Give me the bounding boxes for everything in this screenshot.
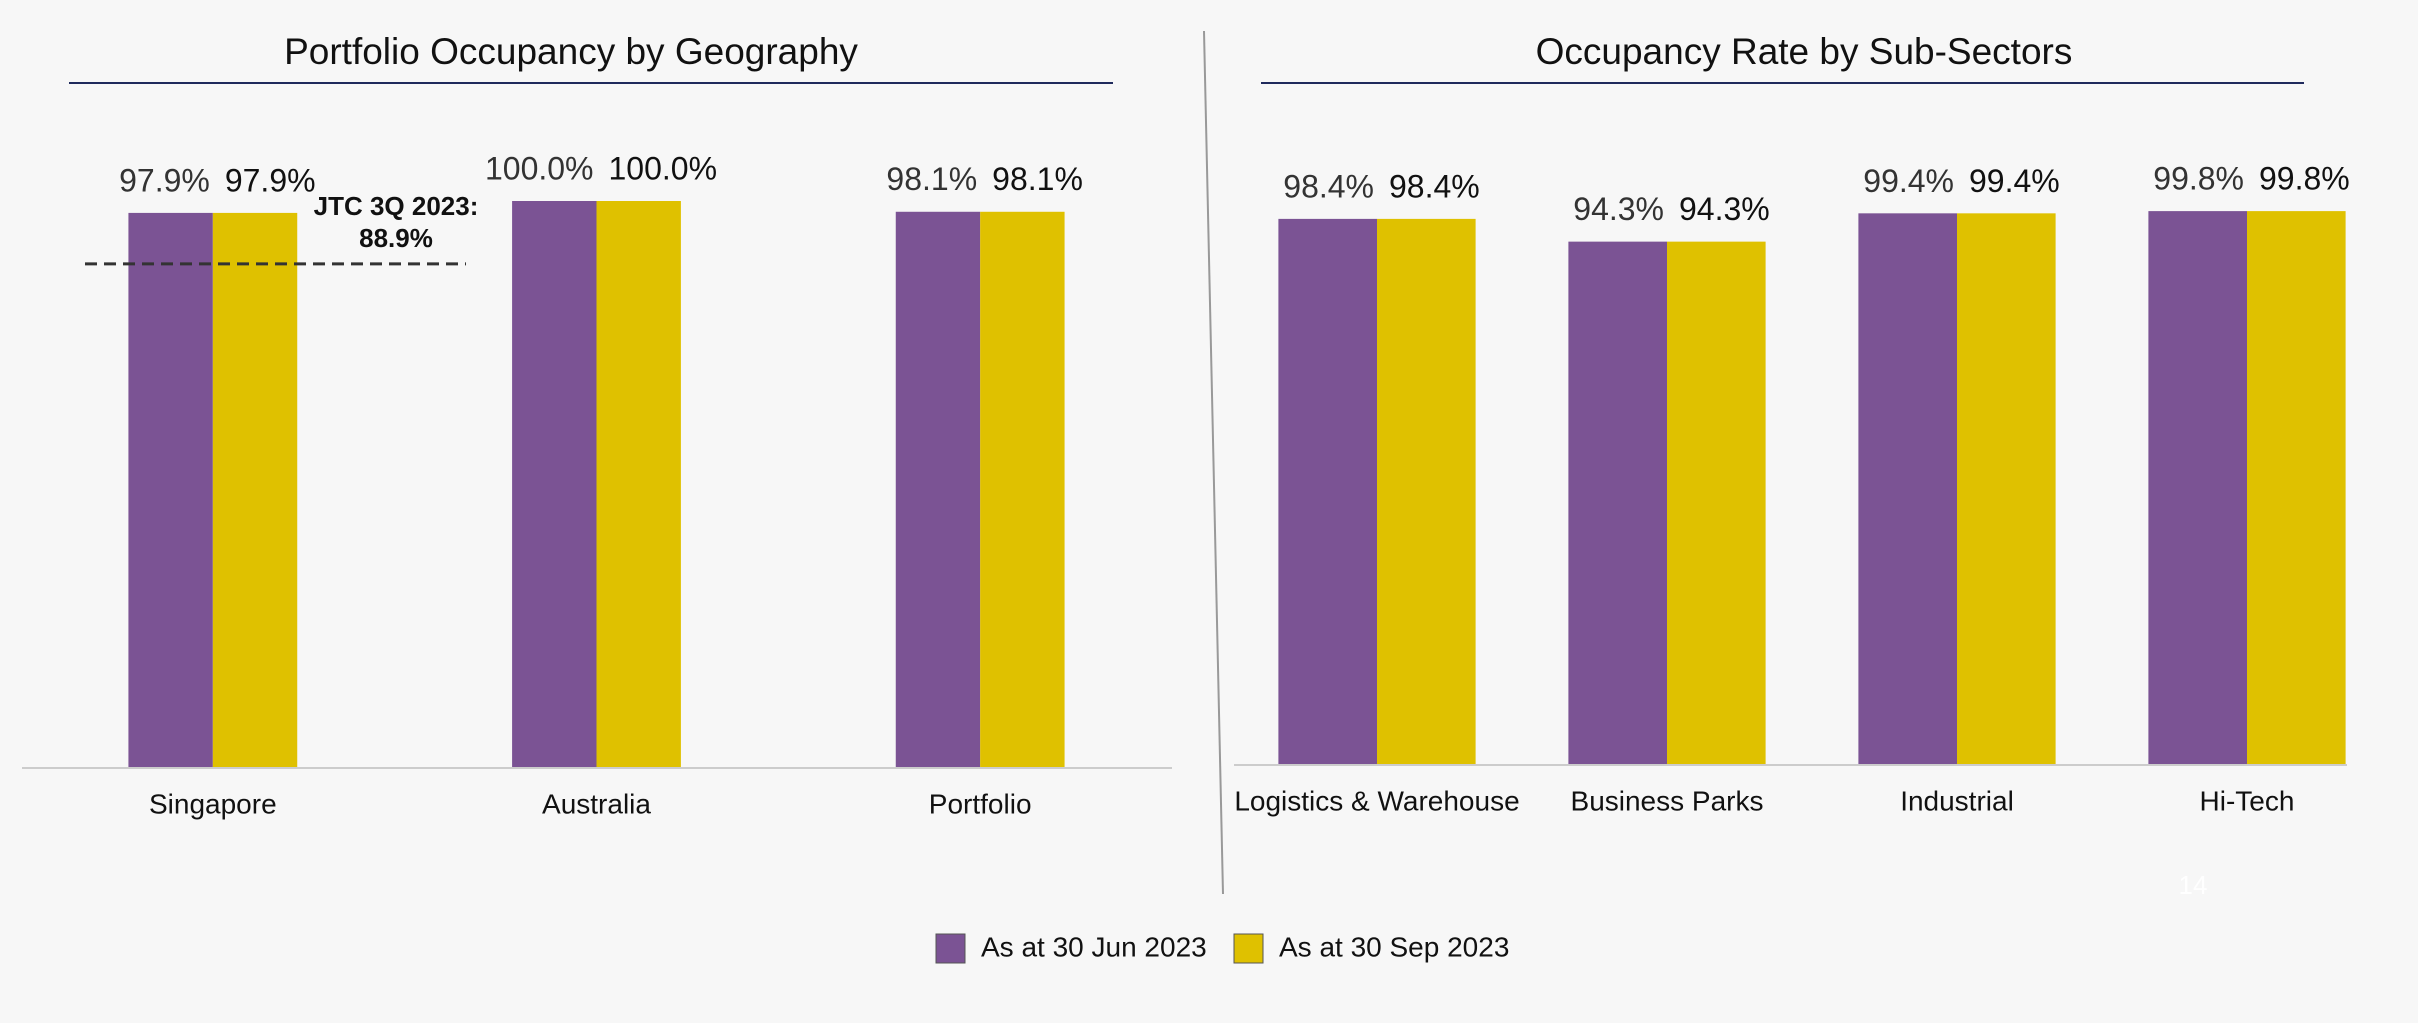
- bar: [1377, 218, 1476, 765]
- bar: [212, 212, 298, 769]
- value-label: 100.0%: [609, 150, 718, 186]
- value-label: 100.0%: [485, 150, 594, 186]
- x-tick-label: Portfolio: [929, 788, 1032, 819]
- bar: [1858, 213, 1957, 765]
- x-tick-label: Australia: [542, 788, 651, 819]
- value-label: 98.4%: [1389, 168, 1480, 204]
- bar: [980, 211, 1065, 768]
- bar: [2148, 211, 2247, 766]
- bar: [1957, 213, 2056, 765]
- x-tick-label: Singapore: [149, 788, 277, 819]
- legend-swatch: [1233, 933, 1264, 964]
- legend-label: As at 30 Sep 2023: [1279, 931, 1509, 962]
- value-label: 94.3%: [1679, 191, 1770, 227]
- bar: [512, 201, 597, 768]
- value-label: 99.4%: [1863, 163, 1954, 199]
- bar: [596, 201, 681, 768]
- x-tick-label: Business Parks: [1571, 785, 1764, 816]
- x-tick-label: Industrial: [1900, 785, 2014, 816]
- bar: [128, 212, 213, 769]
- page-number: 14: [2179, 870, 2208, 900]
- annotation-label: 88.9%: [359, 223, 433, 253]
- divider: [1203, 30, 1224, 895]
- bar: [1667, 241, 1766, 765]
- chart-title: Portfolio Occupancy by Geography: [284, 31, 858, 72]
- legend-label: As at 30 Jun 2023: [981, 931, 1207, 962]
- bar: [1278, 218, 1377, 765]
- value-label: 99.8%: [2259, 161, 2350, 197]
- value-label: 97.9%: [225, 162, 316, 198]
- x-tick-label: Logistics & Warehouse: [1234, 785, 1519, 816]
- value-label: 98.4%: [1283, 168, 1374, 204]
- value-label: 99.8%: [2153, 161, 2244, 197]
- annotation-text: JTC 3Q 2023:: [314, 191, 479, 221]
- value-label: 98.1%: [992, 161, 1083, 197]
- value-label: 99.4%: [1969, 163, 2060, 199]
- legend-swatch: [935, 933, 966, 964]
- bar: [1568, 241, 1667, 765]
- value-label: 94.3%: [1573, 191, 1664, 227]
- value-label: 98.1%: [886, 161, 977, 197]
- value-label: 97.9%: [119, 162, 210, 198]
- bar: [2247, 211, 2346, 766]
- bar: [895, 211, 981, 768]
- x-tick-label: Hi-Tech: [2200, 785, 2295, 816]
- chart-title: Occupancy Rate by Sub-Sectors: [1536, 31, 2073, 72]
